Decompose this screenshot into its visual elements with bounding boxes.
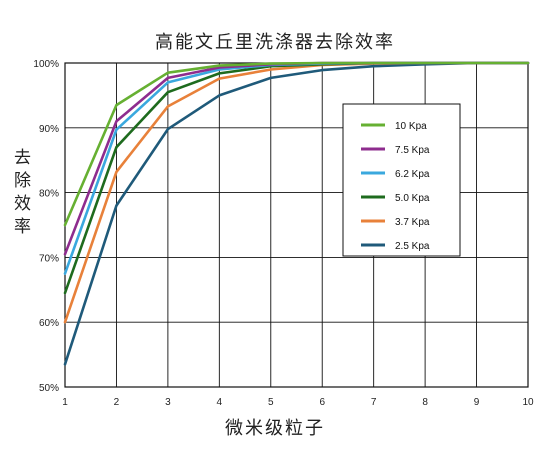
- x-tick-label: 9: [474, 397, 480, 408]
- x-tick-label: 2: [114, 397, 120, 408]
- legend-label: 5.0 Kpa: [395, 193, 430, 204]
- y-tick-label: 70%: [39, 253, 59, 264]
- x-tick-label: 8: [422, 397, 428, 408]
- x-tick-label: 1: [62, 397, 68, 408]
- legend: 10 Kpa 7.5 Kpa 6.2 Kpa 5.0 Kpa 3.7 Kpa 2.5 Kp…: [342, 103, 461, 257]
- x-tick-label: 3: [165, 397, 171, 408]
- x-tick-label: 7: [371, 397, 377, 408]
- y-tick-label: 50%: [39, 383, 59, 394]
- y-tick-label: 60%: [39, 318, 59, 329]
- legend-label: 3.7 Kpa: [395, 217, 430, 228]
- x-tick-label: 10: [522, 397, 534, 408]
- y-tick-label: 100%: [33, 59, 59, 70]
- legend-label: 6.2 Kpa: [395, 169, 430, 180]
- x-tick-label: 5: [268, 397, 274, 408]
- tick-labels: 1 2 3 4 5 6 7 8 9 10 50% 60% 70% 80% 90% 100%: [33, 59, 534, 408]
- legend-label: 7.5 Kpa: [395, 145, 430, 156]
- x-axis-label: 微米级粒子: [225, 418, 325, 439]
- series-lines: [63, 61, 530, 366]
- series-line: [63, 61, 530, 227]
- legend-label: 10 Kpa: [395, 121, 427, 132]
- chart-title: 高能文丘里洗涤器去除效率: [155, 32, 395, 53]
- y-tick-label: 80%: [39, 189, 59, 200]
- legend-label: 2.5 Kpa: [395, 241, 430, 252]
- x-tick-label: 4: [217, 397, 223, 408]
- y-tick-label: 90%: [39, 124, 59, 135]
- y-axis-label: 去除效率: [10, 148, 30, 240]
- legend-box: [342, 103, 461, 257]
- x-tick-label: 6: [319, 397, 325, 408]
